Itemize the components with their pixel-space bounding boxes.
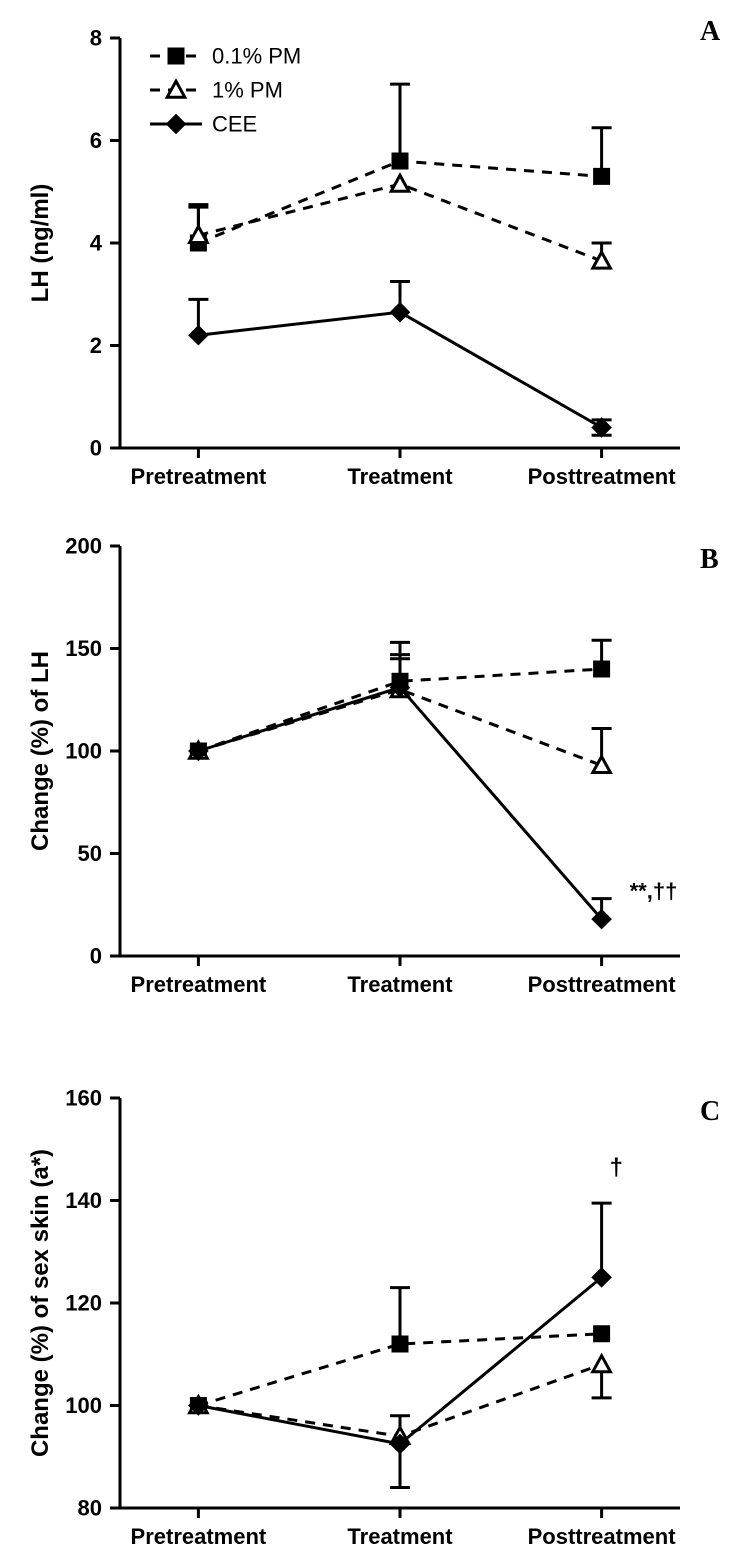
series-line-1-pm [198, 690, 601, 766]
y-tick-label: 80 [78, 1496, 102, 1521]
panel-B: 0 50 100 150 200 Pretreatment Treatment Posttre… [0, 508, 756, 1028]
x-tick-label: Treatment [347, 464, 453, 489]
y-axis-label: LH (ng/ml) [27, 184, 54, 303]
x-tick-label: Posttreatment [528, 464, 677, 489]
series-marker-0-1-pm [392, 153, 408, 169]
y-tick-label: 100 [65, 1393, 102, 1418]
y-tick-label: 8 [90, 26, 102, 51]
y-tick-label: 50 [78, 841, 102, 866]
panel-A-svg: 0 2 4 6 8 Pretreatment Treatment Posttreatment L… [0, 0, 756, 508]
series-marker-cee [390, 303, 409, 322]
series-marker-1-pm [391, 175, 409, 191]
y-tick-label: 100 [65, 739, 102, 764]
series-marker-0-1-pm [594, 1326, 610, 1342]
series-line-cee [198, 687, 601, 919]
legend-marker [166, 114, 185, 133]
x-tick-label: Posttreatment [528, 972, 677, 997]
legend-label: CEE [212, 112, 257, 137]
x-tick-label: Treatment [347, 972, 453, 997]
y-tick-label: 120 [65, 1291, 102, 1316]
annotation: † [610, 1154, 623, 1181]
panel-A: 0 2 4 6 8 Pretreatment Treatment Posttreatment L… [0, 0, 756, 508]
series-marker-0-1-pm [392, 1336, 408, 1352]
panel-B-svg: 0 50 100 150 200 Pretreatment Treatment Posttre… [0, 508, 756, 1028]
x-tick-label: Treatment [347, 1524, 453, 1549]
y-tick-label: 6 [90, 128, 102, 153]
annotation: **,†† [630, 879, 678, 904]
panel-C-svg: 80 100 120 140 160 Pretreatment Treatment Postt… [0, 1048, 756, 1564]
y-tick-label: 0 [90, 944, 102, 969]
x-tick-label: Pretreatment [131, 464, 267, 489]
y-axis-label: Change (%) of LH [27, 651, 54, 851]
series-marker-cee [189, 326, 208, 345]
y-axis-label: Change (%) of sex skin (a*) [27, 1149, 54, 1457]
y-tick-label: 4 [90, 231, 103, 256]
panel-label: C [700, 1096, 720, 1127]
figure: 0 2 4 6 8 Pretreatment Treatment Posttreatment L… [0, 0, 756, 1564]
series-marker-1-pm [593, 1356, 611, 1372]
y-tick-label: 140 [65, 1188, 102, 1213]
x-tick-label: Pretreatment [131, 1524, 267, 1549]
y-tick-label: 0 [90, 436, 102, 461]
series-marker-0-1-pm [594, 661, 610, 677]
series-line-cee [198, 312, 601, 427]
x-tick-label: Pretreatment [131, 972, 267, 997]
panel-label: A [700, 16, 721, 47]
legend-label: 1% PM [212, 78, 283, 103]
legend-marker [168, 48, 184, 64]
y-tick-label: 2 [90, 333, 102, 358]
legend-label: 0.1% PM [212, 44, 301, 69]
series-line-1-pm [198, 184, 601, 261]
x-tick-label: Posttreatment [528, 1524, 677, 1549]
panel-C: 80 100 120 140 160 Pretreatment Treatment Postt… [0, 1048, 756, 1564]
series-marker-0-1-pm [594, 168, 610, 184]
y-tick-label: 160 [65, 1086, 102, 1111]
panel-label: B [700, 544, 719, 575]
y-tick-label: 200 [65, 534, 102, 559]
y-tick-label: 150 [65, 636, 102, 661]
